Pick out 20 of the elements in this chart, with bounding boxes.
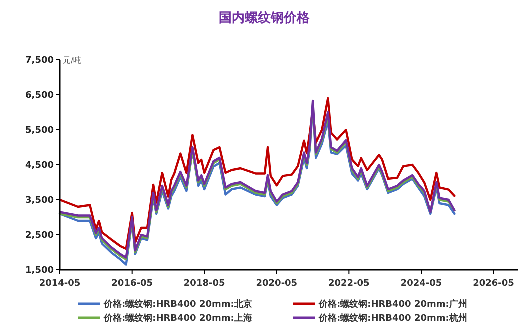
chart-title: 国内螺纹钢价格 <box>219 10 311 26</box>
y-axis-title: 元/吨 <box>63 56 82 65</box>
y-tick-label: 1,500 <box>26 266 54 276</box>
legend-label: 价格:螺纹钢:HRB400 20mm:上海 <box>103 313 252 324</box>
x-tick-label: 2020-05 <box>256 279 298 289</box>
legend-label: 价格:螺纹钢:HRB400 20mm:杭州 <box>318 313 468 324</box>
x-tick-label: 2024-05 <box>400 279 442 289</box>
y-tick-label: 4,500 <box>26 161 54 172</box>
x-tick-label: 2018-05 <box>184 279 226 289</box>
x-tick-label: 2022-05 <box>328 279 370 289</box>
legend-label: 价格:螺纹钢:HRB400 20mm:北京 <box>103 299 252 310</box>
y-tick-label: 3,500 <box>26 196 54 206</box>
x-tick-label: 2014-05 <box>39 279 81 289</box>
legend-label: 价格:螺纹钢:HRB400 20mm:广州 <box>318 299 468 310</box>
y-tick-label: 5,500 <box>26 126 54 136</box>
x-tick-label: 2016-05 <box>112 279 153 289</box>
y-tick-label: 2,500 <box>26 231 54 242</box>
y-tick-label: 7,500 <box>26 56 54 66</box>
x-tick-label: 2026-05 <box>473 279 514 289</box>
y-tick-label: 6,500 <box>26 91 54 102</box>
